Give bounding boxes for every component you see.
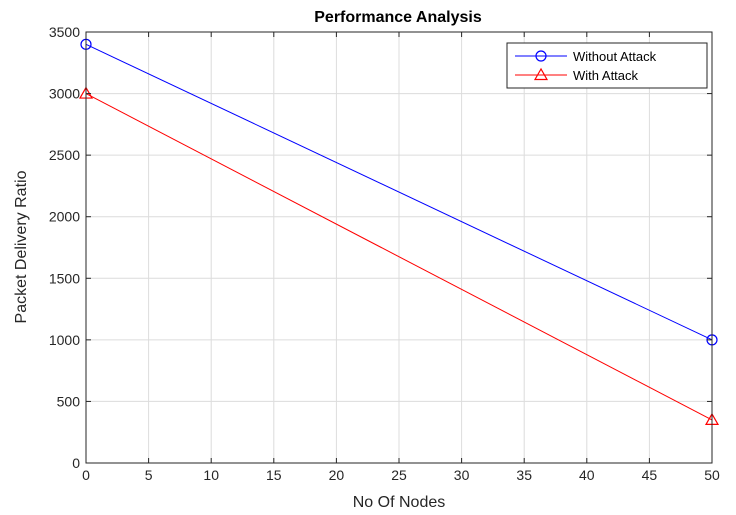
- legend-label: Without Attack: [573, 49, 657, 64]
- legend-marker: [535, 50, 547, 62]
- x-tick-label: 15: [266, 467, 282, 483]
- series-layer: [78, 38, 720, 425]
- x-tick-label: 5: [145, 467, 153, 483]
- y-tick-label: 2000: [49, 209, 80, 225]
- x-tick-label: 25: [391, 467, 407, 483]
- y-tick-label: 3000: [49, 86, 80, 102]
- x-tick-label: 20: [329, 467, 345, 483]
- legend-marker: [533, 67, 549, 81]
- x-tick-label: 30: [454, 467, 470, 483]
- series-line-0: [85, 43, 713, 341]
- x-tick-label: 45: [642, 467, 658, 483]
- x-tick-label: 40: [579, 467, 595, 483]
- y-tick-label: 1500: [49, 270, 80, 286]
- y-axis-label: Packet Delivery Ratio: [13, 170, 30, 323]
- axis-ticks: 0 5 10 15 20 25 30 35 40 45 5005001000150020002500…: [49, 24, 720, 483]
- grid-lines: [85, 31, 713, 464]
- series-line-1: [85, 93, 713, 421]
- legend-label: With Attack: [573, 68, 639, 83]
- x-tick-label: 35: [516, 467, 532, 483]
- legend: Without Attack With Attack: [506, 42, 708, 89]
- y-tick-label: 500: [57, 393, 81, 409]
- y-tick-label: 3500: [49, 24, 80, 40]
- x-tick-label: 0: [82, 467, 90, 483]
- y-tick-label: 2500: [49, 147, 80, 163]
- x-axis-label: No Of Nodes: [353, 494, 445, 511]
- x-tick-label: 10: [203, 467, 219, 483]
- x-tick-label: 50: [704, 467, 720, 483]
- y-tick-label: 0: [72, 455, 80, 471]
- y-tick-label: 1000: [49, 332, 80, 348]
- chart-title: Performance Analysis: [314, 9, 482, 26]
